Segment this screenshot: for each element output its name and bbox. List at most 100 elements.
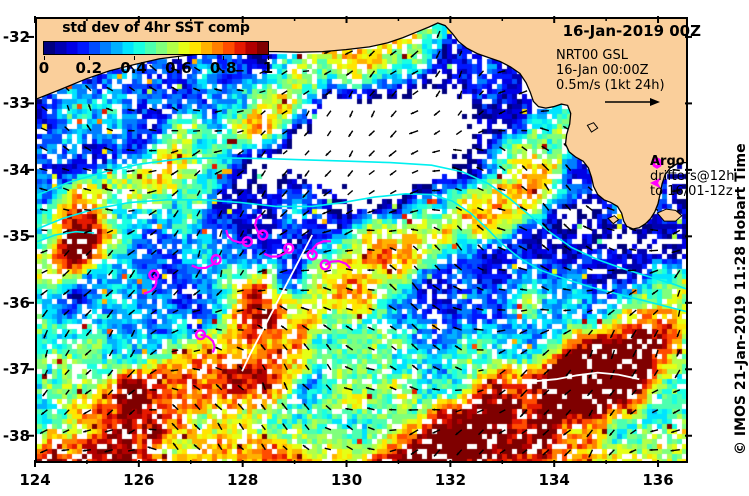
x-axis-tick-label: 130 — [330, 471, 363, 489]
current-vector-head — [170, 369, 174, 372]
current-vector-head — [563, 143, 567, 147]
current-vector-arrow — [498, 288, 506, 291]
current-vector-head — [323, 287, 327, 290]
current-vector-head — [676, 334, 680, 338]
current-vector-arrow — [171, 387, 179, 391]
current-vector-head — [88, 104, 91, 108]
y-axis-tick-label: -37 — [2, 360, 30, 379]
argo-legend-period: to 16/01-12z — [650, 184, 733, 199]
current-vector-head — [107, 412, 110, 415]
current-vector-arrow — [65, 389, 70, 396]
current-vector-head — [434, 132, 437, 135]
current-vector-head — [304, 133, 307, 136]
current-vector-arrow — [172, 309, 179, 314]
current-vector-arrow — [367, 426, 375, 431]
current-vector-head — [279, 287, 282, 291]
current-vector-arrow — [676, 289, 681, 297]
current-vector-head — [583, 225, 587, 229]
x-axis-tick-label: 136 — [642, 471, 674, 489]
current-vector-arrow — [455, 187, 462, 192]
current-vector-head — [260, 344, 264, 348]
current-vector-head — [476, 167, 480, 170]
current-vector-head — [540, 331, 544, 334]
current-vector-head — [542, 163, 545, 167]
current-vector-head — [218, 443, 221, 447]
current-vector-arrow — [499, 369, 506, 375]
y-axis-tick-label: -35 — [2, 227, 30, 246]
argo-float-marker — [241, 236, 253, 248]
current-vector-head — [284, 382, 287, 386]
current-vector-head — [41, 106, 45, 109]
current-vector-head — [436, 55, 439, 59]
current-vector-head — [518, 91, 522, 95]
y-axis-tick-label: -33 — [2, 94, 30, 113]
vector-scale-legend: NRT00 GSL 16-Jan 00:00Z 0.5m/s (1kt 24h) — [556, 48, 665, 93]
current-vector-head — [257, 289, 261, 292]
current-vector-head — [325, 152, 329, 156]
current-vector-head — [589, 375, 592, 379]
current-vector-head — [345, 345, 349, 348]
current-vector-head — [409, 432, 413, 435]
current-vector-head — [452, 307, 456, 310]
coastline-stroke — [37, 22, 686, 230]
current-vector-head — [452, 166, 456, 170]
current-vector-head — [454, 345, 458, 349]
current-vector-head — [367, 447, 371, 450]
current-vector-head — [542, 452, 546, 455]
current-vector-head — [39, 146, 43, 149]
current-vector-head — [282, 173, 286, 177]
current-vector-arrow — [477, 266, 484, 271]
current-vector-head — [259, 252, 263, 255]
current-vector-head — [458, 96, 461, 99]
current-vector-head — [346, 287, 349, 291]
current-vector-head — [216, 292, 220, 296]
argo-float-marker — [306, 249, 318, 261]
current-vector-head — [412, 282, 415, 286]
current-vector-arrow — [215, 366, 223, 371]
current-vector-head — [256, 307, 260, 311]
current-vector-arrow — [260, 110, 266, 116]
current-vector-arrow — [84, 208, 92, 212]
current-vector-head — [62, 273, 66, 277]
current-vector-head — [675, 375, 678, 378]
current-vector-head — [83, 293, 87, 297]
current-vector-head — [40, 208, 43, 211]
current-vector-head — [563, 126, 567, 129]
current-vector-arrow — [259, 90, 266, 94]
current-vector-head — [171, 87, 175, 90]
current-vector-head — [83, 430, 87, 433]
current-vector-head — [197, 254, 200, 258]
current-vector-head — [411, 324, 415, 327]
current-vector-head — [564, 453, 568, 456]
colorbar-tick-label: 0 — [38, 59, 50, 77]
current-vector-head — [326, 344, 329, 347]
current-vector-head — [565, 204, 569, 208]
current-vector-arrow — [171, 349, 179, 353]
current-vector-arrow — [499, 449, 506, 454]
current-vector-head — [129, 412, 133, 415]
current-vector-head — [671, 250, 675, 253]
current-vector-head — [216, 65, 220, 69]
current-vector-head — [410, 451, 414, 455]
current-vector-head — [519, 331, 523, 334]
current-vector-head — [367, 268, 371, 272]
current-vector-head — [367, 327, 371, 330]
current-vector-head — [349, 154, 352, 157]
current-vector-head — [410, 111, 414, 114]
current-vector-head — [432, 304, 436, 308]
current-vector-arrow — [106, 127, 114, 132]
current-vector-head — [672, 189, 675, 193]
current-vector-arrow — [305, 110, 310, 117]
current-vector-arrow — [150, 329, 157, 335]
current-vector-head — [610, 376, 613, 380]
current-vector-arrow — [326, 363, 332, 371]
current-vector-head — [390, 326, 394, 329]
current-vector-head — [518, 245, 522, 249]
current-vector-arrow — [283, 363, 288, 371]
current-vector-head — [345, 249, 348, 252]
current-vector-head — [170, 151, 174, 154]
current-vector-head — [149, 107, 153, 111]
current-vector-head — [41, 412, 45, 415]
current-vector-head — [519, 226, 523, 229]
current-vector-head — [104, 188, 108, 191]
